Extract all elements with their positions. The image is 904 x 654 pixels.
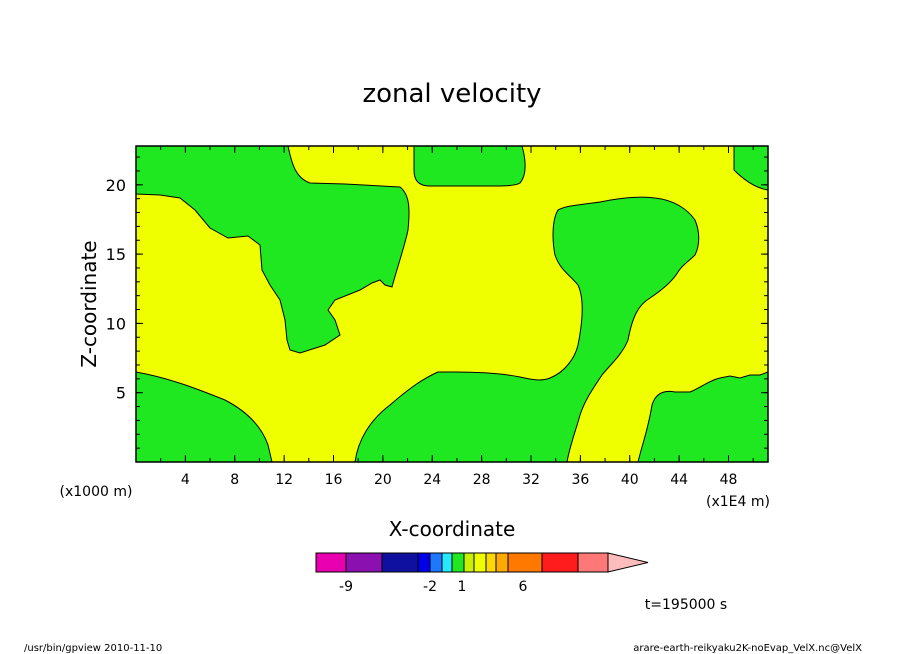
colorbar-labels: -9 -2 1 6 [339, 579, 528, 595]
x-tick-label: 16 [325, 472, 343, 488]
colorbar-swatch [345, 552, 383, 573]
colorbar-swatch [485, 552, 497, 573]
colorbar-swatch [541, 552, 579, 573]
negative-region [413, 145, 526, 187]
footer-right: arare-earth-reikyaku2K-noEvap_VelX.nc@Ve… [633, 643, 862, 654]
axis-ticks [135, 146, 768, 462]
negative-region [135, 371, 273, 463]
negative-region [637, 371, 769, 463]
x-tick-label: 12 [275, 472, 293, 488]
chart-title: zonal velocity [362, 79, 541, 109]
colorbar-arrow [607, 552, 649, 573]
colorbar-swatch [495, 552, 509, 573]
x-tick-label: 24 [423, 472, 441, 488]
x-tick-label: 48 [720, 472, 738, 488]
time-label: t=195000 s [645, 597, 727, 613]
colorbar-swatch [577, 552, 609, 573]
x-tick-label: 20 [374, 472, 392, 488]
colorbar-label: -9 [339, 579, 353, 595]
plot-frame [135, 145, 769, 463]
colorbar-label: 6 [519, 579, 528, 595]
y-axis-label: Z-coordinate [77, 240, 101, 367]
x-tick-label: 32 [522, 472, 540, 488]
negative-region [354, 196, 700, 463]
y-tick-labels: 5 10 15 20 [106, 176, 126, 403]
contour-plot [135, 145, 769, 463]
y-tick-label: 5 [116, 384, 126, 403]
negative-region [135, 145, 410, 354]
x-tick-label: 40 [621, 472, 639, 488]
x-tick-label: 36 [571, 472, 589, 488]
x-tick-label: 8 [230, 472, 239, 488]
y-tick-label: 10 [106, 314, 126, 333]
x-tick-labels: 4 8 12 16 20 24 28 32 36 40 44 48 [181, 472, 738, 488]
colorbar-swatch [451, 552, 465, 573]
colorbar-swatch [507, 552, 543, 573]
y-tick-label: 15 [106, 245, 126, 264]
colorbar-label: -2 [423, 579, 437, 595]
colorbar-swatch [441, 552, 453, 573]
footer-left: /usr/bin/gpview 2010-11-10 [24, 643, 162, 654]
colorbar [315, 552, 649, 573]
colorbar-swatch [315, 552, 347, 573]
colorbar-label: 1 [458, 579, 467, 595]
colorbar-swatch [429, 552, 443, 573]
x-unit-right: (x1E4 m) [706, 494, 770, 510]
x-unit-left: (x1000 m) [60, 484, 133, 500]
colorbar-swatch [417, 552, 431, 573]
negative-regions [135, 145, 769, 463]
x-tick-label: 28 [473, 472, 491, 488]
x-tick-label: 44 [670, 472, 688, 488]
x-tick-label: 4 [181, 472, 190, 488]
x-axis-label: X-coordinate [389, 517, 516, 541]
colorbar-swatch [473, 552, 487, 573]
colorbar-swatch [381, 552, 419, 573]
colorbar-swatch [463, 552, 475, 573]
y-tick-label: 20 [106, 176, 126, 195]
